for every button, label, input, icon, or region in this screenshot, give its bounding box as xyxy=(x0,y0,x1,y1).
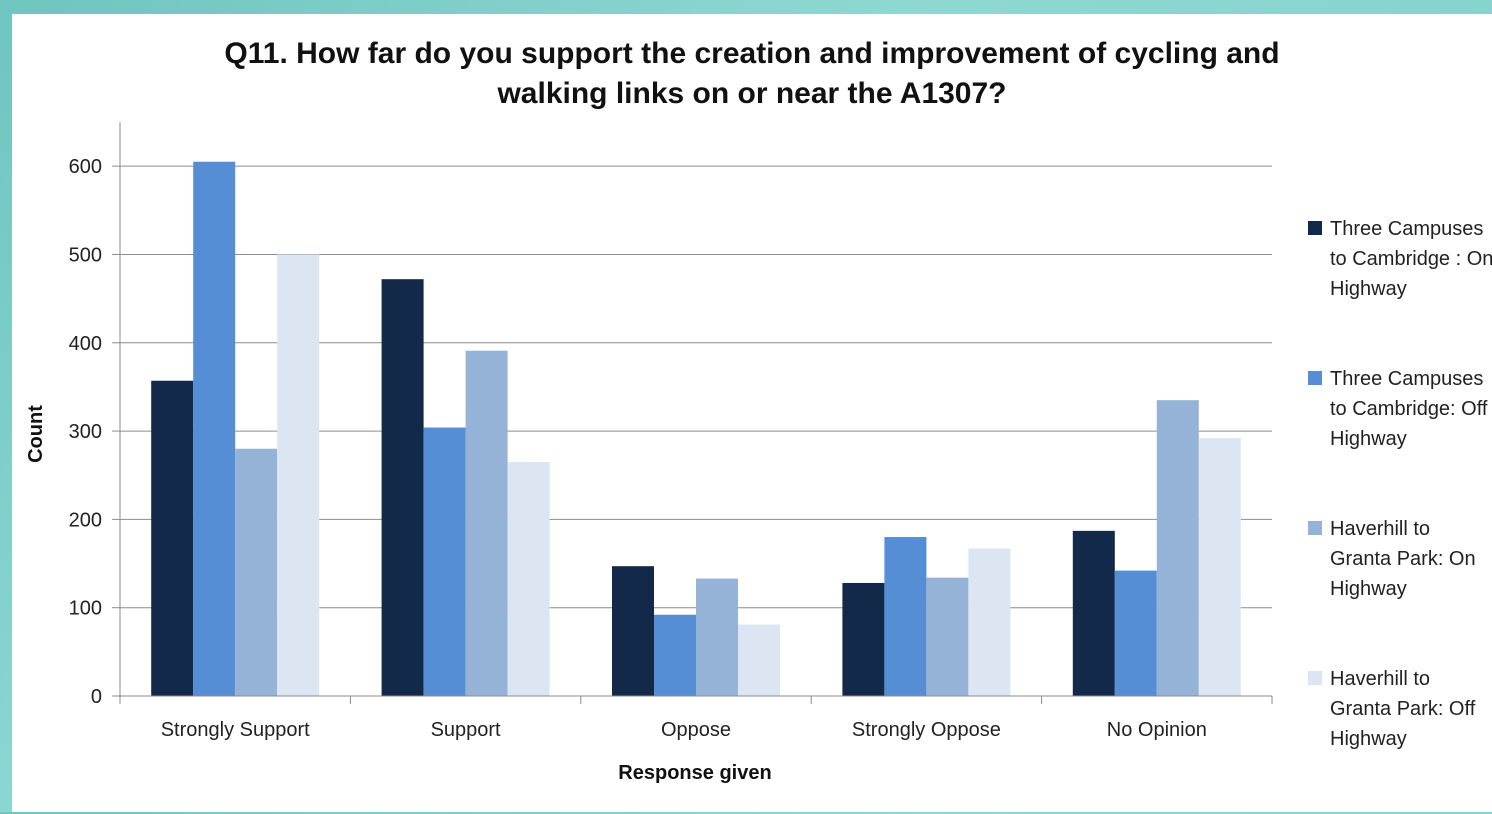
chart-title-line-2: walking links on or near the A1307? xyxy=(497,77,1007,110)
y-tick-label-400: 400 xyxy=(69,333,102,355)
x-tick-label-1: Support xyxy=(431,719,501,741)
y-tick-label-300: 300 xyxy=(69,421,102,443)
legend-label-3: Haverhill to Granta Park: Off Highway xyxy=(1330,668,1476,750)
bar-4-2 xyxy=(1156,400,1199,696)
bar-4-1 xyxy=(1114,570,1157,696)
legend-label-1: Three Campuses to Cambridge: Off Highway xyxy=(1330,368,1488,450)
bar-3-3 xyxy=(968,548,1011,696)
legend-swatch-3 xyxy=(1308,671,1322,685)
x-tick-label-3: Strongly Oppose xyxy=(852,719,1001,741)
bar-0-3 xyxy=(277,254,320,696)
bar-1-2 xyxy=(465,350,508,696)
bars xyxy=(151,161,1241,696)
tick-labels: 0 100 200 300 400 500 600 Strongly Support Suppo… xyxy=(69,156,1207,741)
legend-item-3: Haverhill to Granta Park: Off Highway xyxy=(1308,664,1492,814)
legend-label-2: Haverhill to Granta Park: On Highway xyxy=(1330,518,1476,600)
bar-2-2 xyxy=(696,578,738,696)
y-tick-label-200: 200 xyxy=(69,509,102,531)
bar-3-2 xyxy=(926,577,969,696)
bar-chart: 0 100 200 300 400 500 600 Strongly Support Suppo… xyxy=(25,122,1273,784)
bar-2-0 xyxy=(612,566,654,696)
x-tick-label-0: Strongly Support xyxy=(161,719,310,741)
legend: Three Campuses to Cambridge : On Highway… xyxy=(1308,214,1492,814)
y-tick-label-600: 600 xyxy=(69,156,102,178)
bar-0-1 xyxy=(193,161,236,696)
bar-2-3 xyxy=(738,624,780,696)
legend-item-0: Three Campuses to Cambridge : On Highway xyxy=(1308,214,1492,364)
y-axis-title: Count xyxy=(25,405,47,463)
chart-title-line-1: Q11. How far do you support the creation… xyxy=(224,37,1280,70)
bar-4-0 xyxy=(1072,530,1115,696)
legend-swatch-1 xyxy=(1308,371,1322,385)
axes xyxy=(112,122,1273,704)
bar-0-0 xyxy=(151,380,194,696)
y-tick-label-0: 0 xyxy=(91,686,102,708)
x-axis-title: Response given xyxy=(618,762,771,784)
bar-1-0 xyxy=(381,279,424,696)
legend-item-1: Three Campuses to Cambridge: Off Highway xyxy=(1308,364,1492,514)
chart-panel: Q11. How far do you support the creation… xyxy=(12,14,1492,812)
bar-4-3 xyxy=(1198,438,1241,696)
x-tick-label-2: Oppose xyxy=(661,719,731,741)
bar-0-2 xyxy=(235,448,278,696)
legend-item-2: Haverhill to Granta Park: On Highway xyxy=(1308,514,1492,664)
chart-title: Q11. How far do you support the creation… xyxy=(182,34,1322,114)
x-tick-label-4: No Opinion xyxy=(1107,719,1207,741)
legend-swatch-2 xyxy=(1308,521,1322,535)
y-tick-label-500: 500 xyxy=(69,244,102,266)
bar-2-1 xyxy=(654,614,696,696)
y-tick-label-100: 100 xyxy=(69,598,102,620)
legend-label-0: Three Campuses to Cambridge : On Highway xyxy=(1330,218,1492,300)
bar-1-3 xyxy=(507,461,550,696)
bar-1-1 xyxy=(423,427,466,696)
legend-swatch-0 xyxy=(1308,221,1322,235)
bar-3-1 xyxy=(884,537,927,696)
bar-3-0 xyxy=(842,582,885,696)
